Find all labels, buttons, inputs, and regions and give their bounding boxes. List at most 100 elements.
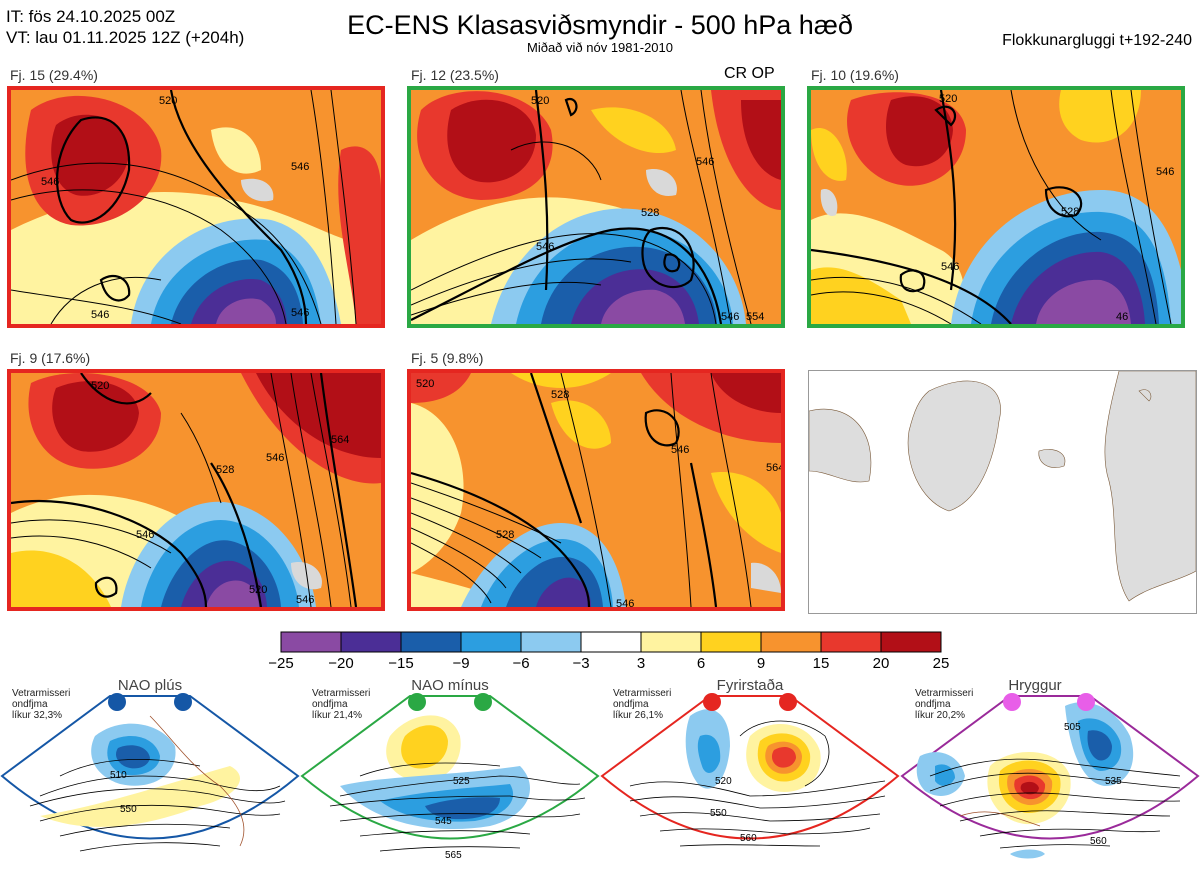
colorbar-cell [700,631,762,653]
colorbar-tick-label: −9 [452,655,470,672]
page-subtitle: Miðað við nóv 1981-2010 [527,40,673,55]
regime-note: Vetrarmisseri ondfjma líkur 20,2% [915,688,974,721]
cluster-map-3[interactable]: 520 546 528 546 46 [807,86,1185,328]
regime-marker-icon [108,693,126,711]
colorbar-cell [640,631,702,653]
contour-label: 546 [536,241,554,253]
valid-time: VT: lau 01.11.2025 12Z (+204h) [6,28,245,47]
regime-panel-nao-plus: 510 550 [0,693,300,852]
cr-op-label: CR OP [724,65,775,82]
contour-label: 520 [249,584,267,596]
regime-panel-blocking: 520 550 560 [600,693,900,847]
colorbar-tick-label: −25 [268,655,294,672]
colorbar-cell [460,631,522,653]
contour-label: 564 [331,434,349,446]
contour-label: 535 [1105,776,1122,787]
regime-marker-icon [703,693,721,711]
page-title: EC-ENS Klasasviðsmyndir - 500 hPa hæð [347,10,853,40]
colorbar-tick-label: 6 [696,655,706,672]
contour-label: 546 [696,156,714,168]
colorbar-tick-label: −15 [388,655,414,672]
colorbar-tick-label: −6 [512,655,530,672]
regime-note: Vetrarmisseri ondfjma líkur 26,1% [613,688,672,721]
contour-label: 520 [715,776,732,787]
regime-title: Hryggur [1008,677,1062,694]
regime-marker-icon [779,693,797,711]
contour-label: 546 [616,598,634,607]
cluster-label-2: Fj. 12 (23.5%) [411,67,499,83]
contour-label: 528 [1061,206,1079,218]
colorbar-cell [760,631,822,653]
regime-panel-ridge: 505 535 560 [900,693,1200,859]
header-info: IT: fös 24.10.2025 00Z VT: lau 01.11.202… [6,6,244,48]
contour-label: 564 [766,462,781,474]
colorbar-cell [340,631,402,653]
contour-label: 554 [746,311,764,323]
contour-label: 528 [641,207,659,219]
colorbar-cell [520,631,582,653]
contour-label: 546 [291,161,309,173]
contour-label: 546 [1156,166,1174,178]
colorbar-tick-label: 25 [932,655,950,672]
cluster-label-1: Fj. 15 (29.4%) [10,67,98,83]
contour-label: 520 [159,95,177,107]
contour-label: 546 [41,176,59,188]
colorbar-tick-label: 9 [756,655,766,672]
cluster-map-5[interactable]: 520 528 546 528 564 546 [407,369,785,611]
regime-marker-icon [1077,693,1095,711]
contour-label: 528 [216,464,234,476]
cluster-map-4[interactable]: 520 546 528 546 564 520 546 [7,369,385,611]
contour-label: 546 [671,444,689,456]
colorbar-cell [820,631,882,653]
colorbar-tick-label: −3 [572,655,590,672]
contour-label: 546 [296,594,314,606]
colorbar-cell [580,631,642,653]
regime-marker-icon [408,693,426,711]
contour-label: 528 [551,389,569,401]
contour-label: 528 [496,529,514,541]
colorbar-cell [400,631,462,653]
cluster-map-1[interactable]: 520 546 546 546 546 [7,86,385,328]
contour-label: 520 [939,93,957,105]
regime-note: Vetrarmisseri ondfjma líkur 32,3% [12,688,71,721]
contour-label: 560 [1090,836,1107,847]
regime-title: NAO mínus [411,677,489,694]
initial-time: IT: fös 24.10.2025 00Z [6,7,176,26]
regime-title: Fyrirstaða [716,677,784,694]
cluster-map-2[interactable]: 520 546 528 546 554 546 [407,86,785,328]
contour-label: 546 [91,309,109,321]
contour-label: 546 [941,261,959,273]
colorbar-cell [880,631,942,653]
colorbar [280,631,942,653]
regime-marker-icon [174,693,192,711]
contour-label: 520 [416,378,434,390]
cluster-label-4: Fj. 9 (17.6%) [10,350,91,366]
regime-note: Vetrarmisseri ondfjma líkur 21,4% [312,688,371,721]
regime-panel-nao-minus: 525 545 565 [300,693,600,861]
colorbar-tick-label: 15 [812,655,830,672]
classification-window: Flokkunargluggi t+192-240 [1002,32,1192,49]
contour-label: 545 [435,816,452,827]
contour-label: 520 [91,380,109,392]
contour-label: 510 [110,770,127,781]
contour-label: 520 [531,95,549,107]
contour-label: 546 [721,311,739,323]
cluster-label-5: Fj. 5 (9.8%) [411,350,484,366]
regime-marker-icon [474,693,492,711]
contour-label: 546 [266,452,284,464]
colorbar-tick-label: −20 [328,655,354,672]
contour-label: 546 [136,529,154,541]
contour-label: 525 [453,776,470,787]
contour-label: 546 [291,307,309,319]
cluster-label-3: Fj. 10 (19.6%) [811,67,899,83]
colorbar-cell [280,631,342,653]
contour-label: 565 [445,850,462,861]
contour-label: 560 [740,833,757,844]
base-map [808,370,1197,614]
contour-label: 550 [710,808,727,819]
contour-label: 46 [1116,311,1128,323]
colorbar-tick-label: 3 [636,655,646,672]
contour-label: 550 [120,804,137,815]
colorbar-tick-label: 20 [872,655,890,672]
regime-marker-icon [1003,693,1021,711]
